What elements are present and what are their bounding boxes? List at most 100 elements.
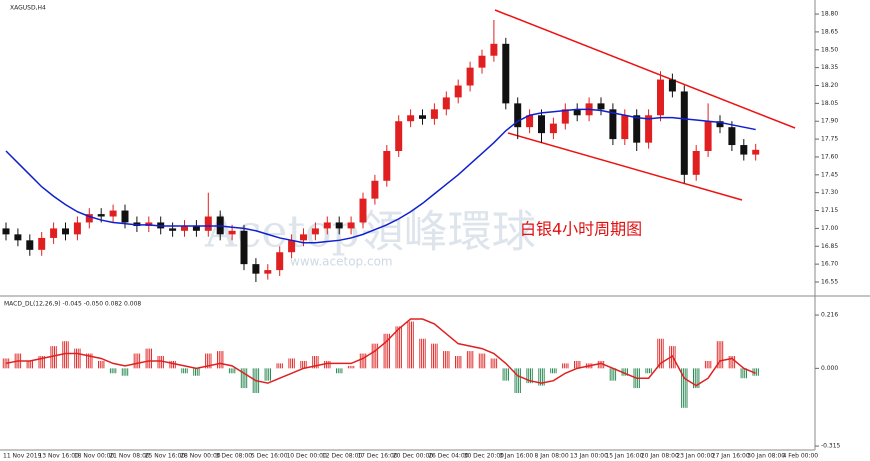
candle-body	[752, 149, 760, 155]
y-tick-label: 16.55	[821, 278, 838, 285]
y-tick-label: -0.315	[821, 443, 841, 450]
candle-body	[549, 123, 557, 134]
x-tick-label: 17 Dec 16:00	[357, 453, 398, 460]
candle-body	[728, 127, 736, 146]
candle-body	[621, 115, 629, 140]
candle-body	[252, 264, 260, 274]
candle-body	[14, 234, 22, 241]
candle-body	[716, 121, 724, 128]
y-tick-label: 17.30	[821, 189, 838, 196]
candle-body	[526, 115, 534, 128]
candle-body	[442, 97, 450, 110]
candle-body	[430, 109, 438, 119]
x-tick-label: 26 Dec 04:00	[428, 453, 469, 460]
x-tick-label: 25 Nov 16:00	[145, 453, 186, 460]
candle-body	[169, 228, 177, 231]
x-tick-label: 12 Dec 08:00	[322, 453, 363, 460]
candle-body	[109, 210, 117, 217]
candle-body	[371, 180, 379, 199]
candle-body	[204, 216, 212, 231]
candle-body	[668, 79, 676, 92]
candle-body	[97, 214, 105, 217]
candle-body	[407, 115, 415, 122]
watermark-url: www.acetop.com	[290, 255, 393, 269]
candle-body	[73, 222, 81, 235]
y-tick-label: 18.80	[821, 11, 838, 18]
x-tick-label: 20 Dec 00:00	[393, 453, 434, 460]
candle-body	[609, 109, 617, 140]
candle-body	[26, 240, 34, 250]
candle-body	[645, 115, 653, 143]
x-tick-label: 18 Nov 00:00	[74, 453, 115, 460]
candle-body	[657, 79, 664, 116]
candle-body	[181, 226, 188, 231]
signal-line	[5, 318, 756, 387]
x-tick-label: 3 Jan 16:00	[499, 453, 533, 460]
y-tick-label: 0.216	[821, 312, 838, 319]
candle-body	[323, 222, 331, 229]
candle-body	[85, 214, 93, 223]
x-tick-label: 3 Dec 08:00	[216, 453, 253, 460]
candle-body	[2, 228, 10, 235]
candle-body	[62, 228, 69, 235]
chart-title: XAGUSD,H4	[10, 5, 46, 12]
candle-body	[264, 270, 272, 274]
y-tick-label: 17.75	[821, 136, 838, 143]
candle-body	[680, 91, 688, 175]
y-tick-label: 17.15	[821, 207, 838, 214]
x-tick-label: 11 Nov 2019	[3, 453, 42, 460]
channel-line	[507, 132, 743, 201]
x-tick-label: 30 Jan 08:00	[747, 453, 785, 460]
y-tick-label: 16.70	[821, 261, 838, 268]
y-tick-label: 17.00	[821, 225, 838, 232]
x-tick-label: 13 Nov 16:00	[38, 453, 79, 460]
x-tick-label: 20 Jan 08:00	[641, 453, 679, 460]
candle-body	[538, 115, 545, 134]
candle-body	[276, 252, 284, 271]
x-tick-label: 15 Jan 16:00	[605, 453, 643, 460]
y-tick-label: 18.35	[821, 64, 838, 71]
candle-body	[383, 151, 391, 181]
moving-average	[5, 108, 756, 244]
candle-body	[692, 151, 700, 175]
candle-body	[478, 55, 486, 68]
candle-body	[38, 237, 46, 250]
annotation: 白银4小时周期图	[520, 220, 642, 239]
y-tick-label: 18.05	[821, 100, 838, 107]
y-tick-label: 17.45	[821, 171, 838, 178]
candle-body	[490, 43, 498, 56]
x-tick-label: 23 Jan 00:00	[676, 453, 714, 460]
candle-body	[466, 67, 474, 86]
x-tick-label: 5 Dec 16:00	[251, 453, 288, 460]
y-tick-label: 18.65	[821, 28, 838, 35]
candle-body	[419, 115, 426, 119]
candle-body	[347, 222, 355, 229]
candle-body	[454, 85, 462, 98]
candle-body	[633, 115, 641, 143]
y-tick-label: 17.60	[821, 153, 838, 160]
candle-body	[561, 109, 569, 124]
x-tick-label: 8 Jan 08:00	[535, 453, 569, 460]
x-tick-label: 4 Feb 00:00	[783, 453, 819, 460]
candle-body	[228, 230, 236, 235]
candle-body	[311, 228, 319, 235]
candle-body	[597, 103, 605, 110]
candle-body	[192, 226, 200, 231]
candle-body	[502, 43, 510, 104]
x-tick-label: 28 Nov 00:00	[180, 453, 221, 460]
y-tick-label: 16.85	[821, 243, 838, 250]
candle-body	[50, 228, 58, 238]
candle-body	[704, 121, 712, 152]
x-tick-label: 10 Dec 00:00	[286, 453, 327, 460]
candle-body	[121, 210, 129, 223]
candle-body	[514, 103, 522, 128]
x-tick-label: 30 Dec 20:00	[464, 453, 505, 460]
candle-body	[740, 145, 748, 155]
x-tick-label: 27 Jan 16:00	[712, 453, 750, 460]
channel-line	[494, 9, 796, 129]
y-tick-label: 0.000	[821, 365, 838, 372]
candle-body	[573, 109, 581, 116]
y-tick-label: 18.50	[821, 46, 838, 53]
